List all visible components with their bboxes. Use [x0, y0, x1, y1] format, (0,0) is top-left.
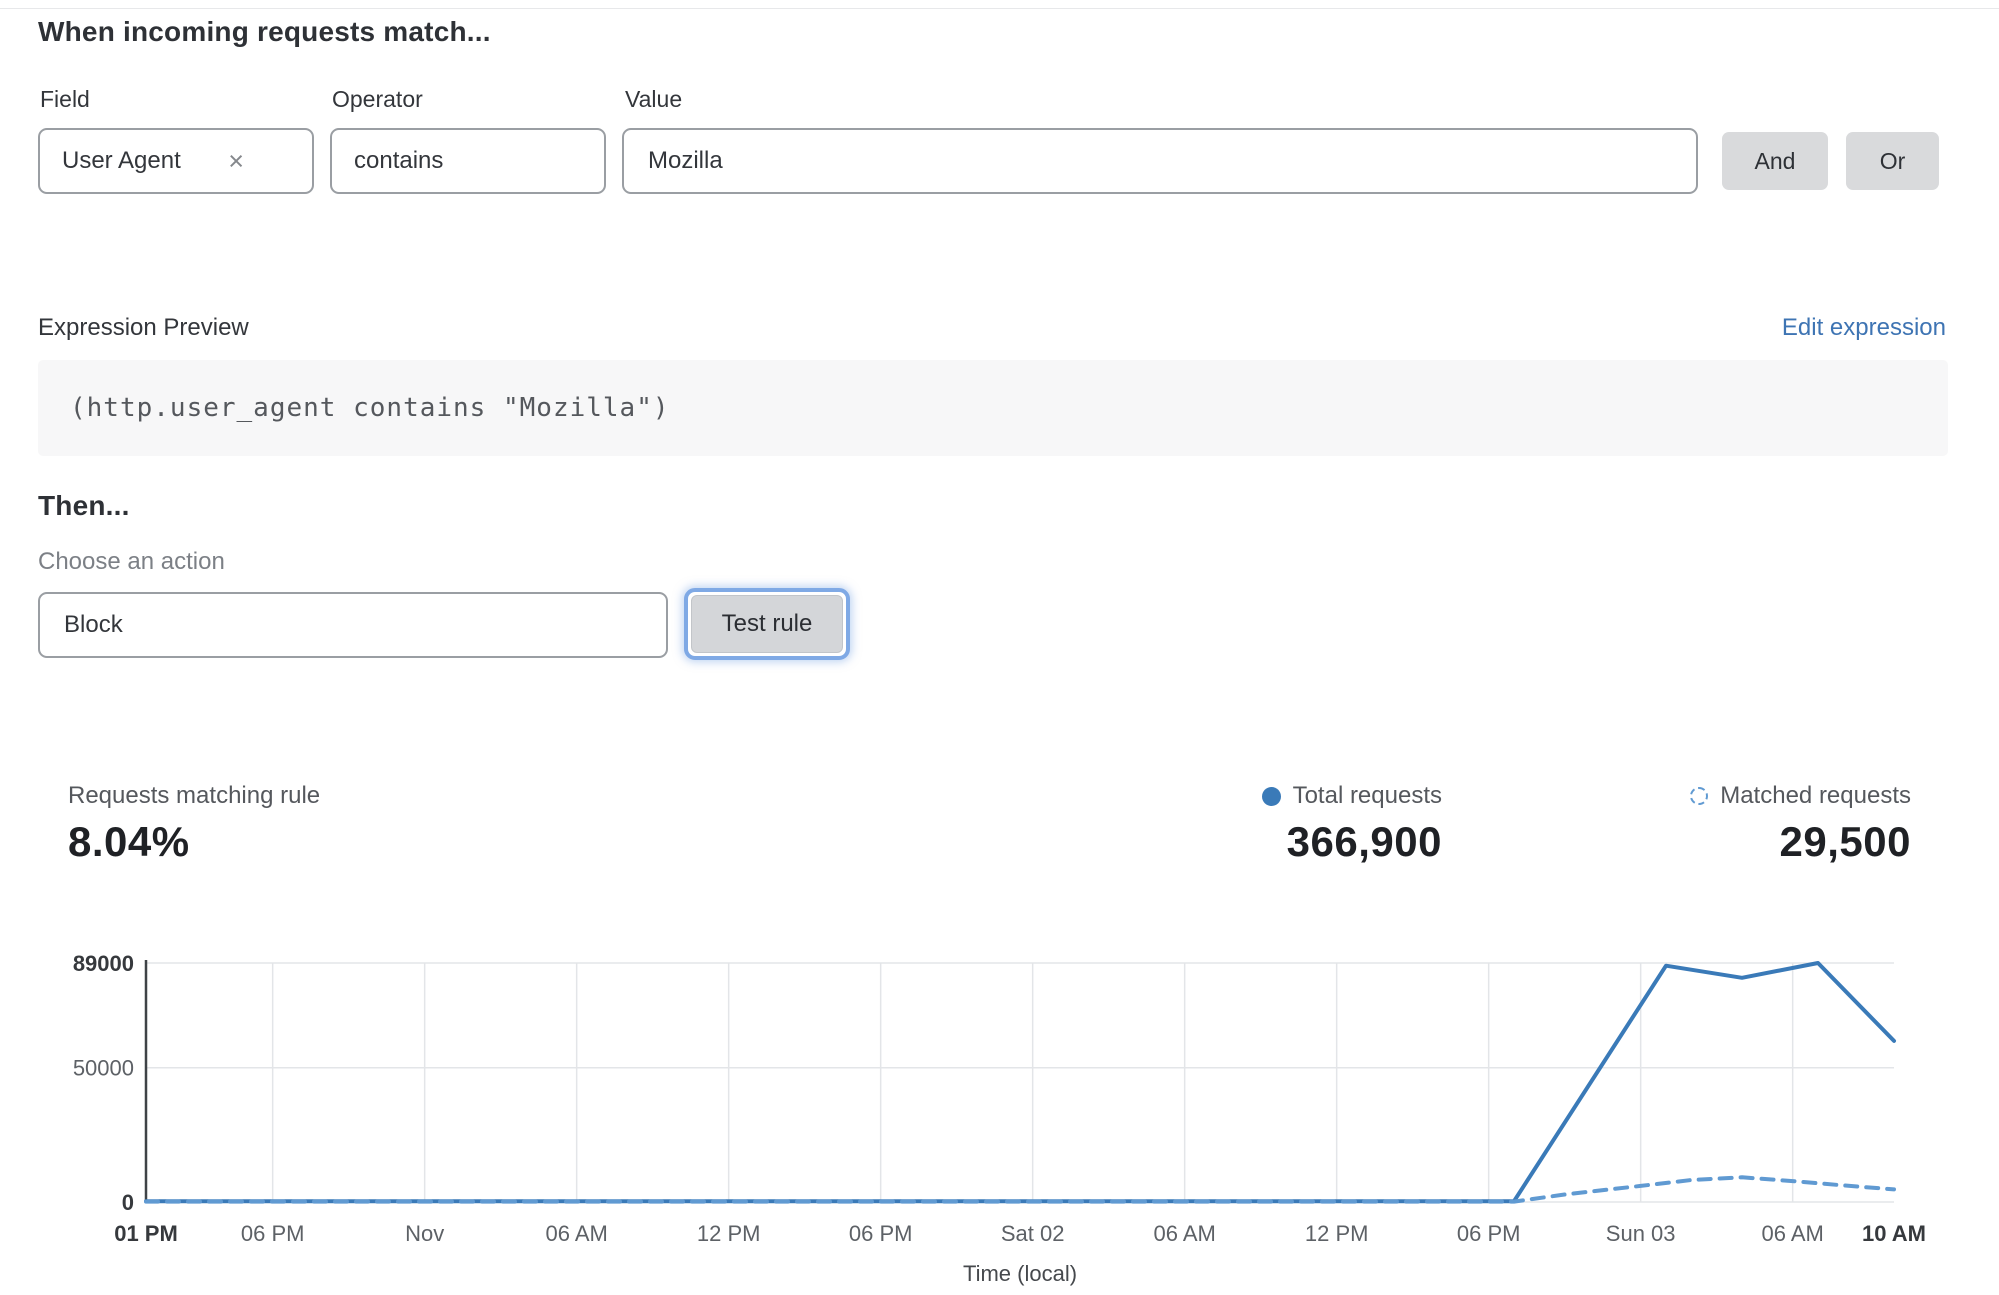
expression-preview-label: Expression Preview	[38, 314, 249, 341]
action-select-value: Block	[64, 611, 123, 638]
total-requests-value: 366,900	[1286, 818, 1442, 865]
svg-text:06 PM: 06 PM	[241, 1221, 305, 1246]
or-button[interactable]: Or	[1846, 132, 1939, 190]
svg-text:12 PM: 12 PM	[697, 1221, 761, 1246]
and-button[interactable]: And	[1722, 132, 1828, 190]
field-select-value: User Agent	[62, 147, 181, 174]
requests-chart: 0 50000 89000 01 PM 06 PM Nov 06 AM 12 PM 06 PM S…	[73, 951, 1926, 1286]
svg-text:Sat 02: Sat 02	[1001, 1221, 1065, 1246]
expression-preview-box: (http.user_agent contains "Mozilla")	[38, 360, 1948, 456]
svg-text:89000: 89000	[73, 951, 134, 976]
svg-text:01 PM: 01 PM	[114, 1221, 178, 1246]
operator-select[interactable]: contains	[330, 128, 606, 194]
then-section-title: Then...	[38, 490, 130, 521]
total-requests-label: Total requests	[1292, 782, 1442, 809]
requests-matching-value: 8.04%	[68, 818, 190, 865]
value-input[interactable]	[624, 130, 1696, 192]
svg-text:10 AM: 10 AM	[1862, 1221, 1926, 1246]
top-divider	[0, 8, 1999, 9]
operator-select-value: contains	[354, 147, 444, 174]
total-requests-dot-icon	[1261, 786, 1281, 806]
edit-expression-link[interactable]: Edit expression	[1781, 314, 1946, 341]
action-select[interactable]: Block	[38, 592, 668, 658]
svg-text:06 AM: 06 AM	[545, 1221, 607, 1246]
svg-text:Sun 03: Sun 03	[1606, 1221, 1676, 1246]
matched-requests-value: 29,500	[1779, 818, 1911, 865]
requests-matching-label: Requests matching rule	[68, 782, 321, 809]
legend-item-matched-requests[interactable]: Matched requests	[1690, 782, 1911, 810]
legend-item-total-requests[interactable]: Total requests	[1261, 782, 1442, 810]
matched-requests-label: Matched requests	[1720, 782, 1911, 809]
svg-text:06 PM: 06 PM	[1457, 1221, 1521, 1246]
operator-label: Operator	[332, 86, 423, 112]
field-label: Field	[40, 86, 90, 112]
svg-text:06 PM: 06 PM	[849, 1221, 913, 1246]
choose-action-label: Choose an action	[38, 548, 225, 575]
svg-text:06 AM: 06 AM	[1153, 1221, 1215, 1246]
svg-text:50000: 50000	[73, 1056, 134, 1081]
match-section-title: When incoming requests match...	[38, 16, 491, 47]
svg-text:Time (local): Time (local)	[963, 1261, 1077, 1286]
test-rule-focus-ring: Test rule	[684, 588, 850, 660]
svg-text:0: 0	[122, 1190, 134, 1215]
svg-text:06 AM: 06 AM	[1761, 1221, 1823, 1246]
expression-code: (http.user_agent contains "Mozilla")	[70, 393, 670, 423]
field-select[interactable]: User Agent ×	[38, 128, 314, 194]
matched-requests-dashed-circle-icon	[1690, 787, 1709, 805]
value-field-wrapper	[622, 128, 1698, 194]
svg-text:Nov: Nov	[405, 1221, 444, 1246]
svg-text:12 PM: 12 PM	[1305, 1221, 1369, 1246]
clear-field-icon[interactable]: ×	[228, 145, 244, 176]
test-rule-button[interactable]: Test rule	[691, 595, 843, 653]
value-label: Value	[625, 86, 683, 112]
